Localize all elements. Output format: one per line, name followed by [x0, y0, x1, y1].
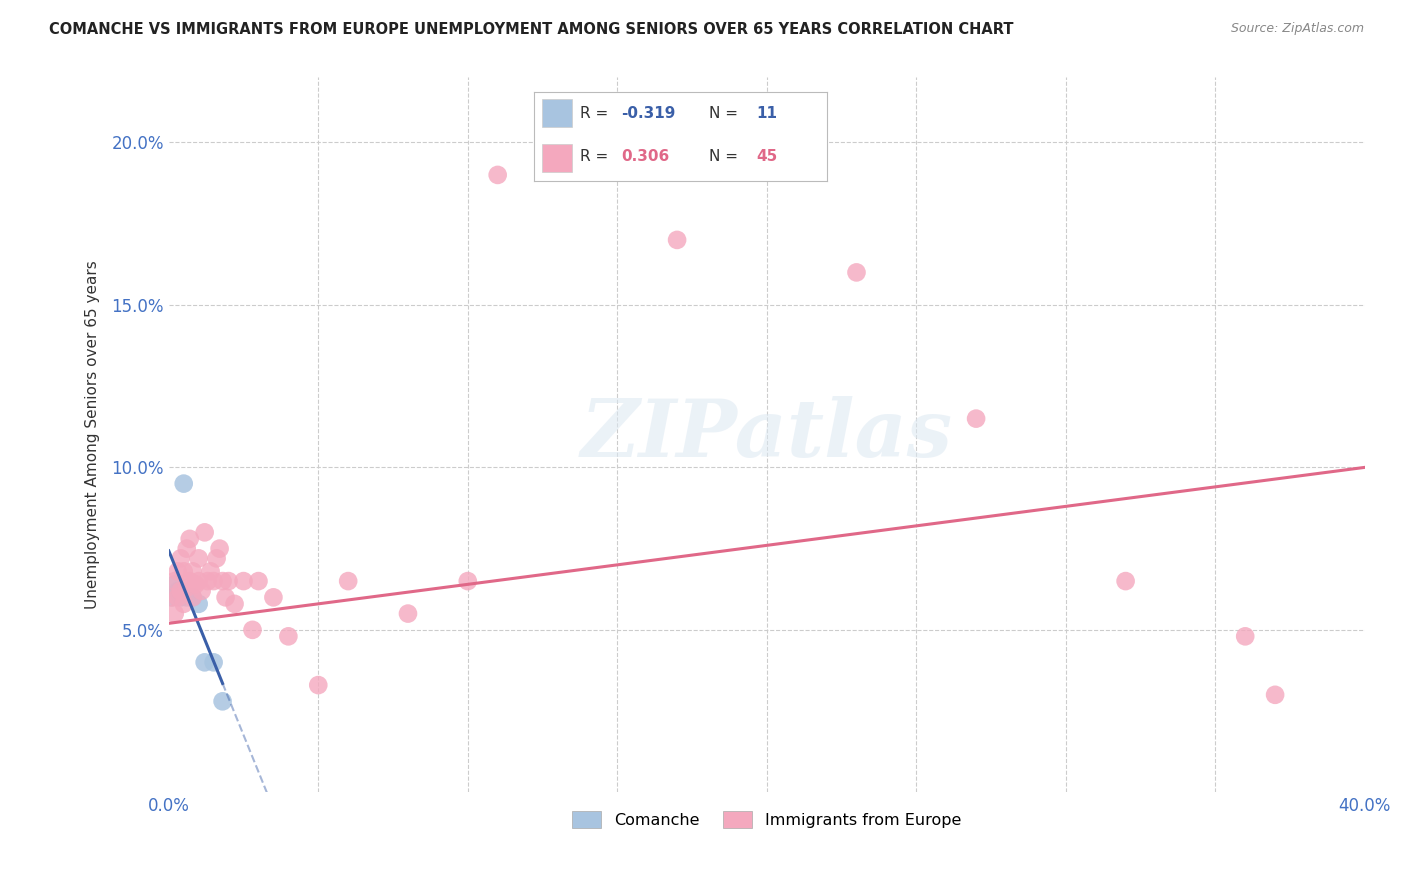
Point	[845, 265, 868, 279]
Point	[163, 607, 186, 621]
Legend: Comanche, Immigrants from Europe: Comanche, Immigrants from Europe	[567, 805, 967, 834]
Point	[176, 591, 198, 605]
Point	[194, 525, 217, 540]
Point	[214, 591, 236, 605]
Point	[190, 583, 212, 598]
Point	[1264, 688, 1286, 702]
Point	[262, 591, 284, 605]
Point	[486, 168, 509, 182]
Point	[179, 574, 201, 588]
Point	[197, 574, 219, 588]
Point	[205, 551, 228, 566]
Point	[194, 656, 217, 670]
Point	[187, 551, 209, 566]
Text: ZIPatlas: ZIPatlas	[581, 396, 953, 474]
Point	[181, 565, 204, 579]
Point	[166, 565, 188, 579]
Point	[224, 597, 246, 611]
Point	[187, 574, 209, 588]
Point	[1234, 629, 1257, 643]
Point	[247, 574, 270, 588]
Point	[173, 597, 195, 611]
Point	[166, 591, 188, 605]
Point	[184, 577, 207, 591]
Point	[187, 597, 209, 611]
Point	[208, 541, 231, 556]
Point	[200, 565, 222, 579]
Point	[181, 591, 204, 605]
Point	[307, 678, 329, 692]
Point	[179, 532, 201, 546]
Point	[160, 591, 183, 605]
Point	[163, 574, 186, 588]
Point	[666, 233, 689, 247]
Point	[337, 574, 360, 588]
Point	[457, 574, 479, 588]
Point	[173, 565, 195, 579]
Point	[965, 411, 987, 425]
Point	[202, 574, 225, 588]
Point	[176, 541, 198, 556]
Text: Source: ZipAtlas.com: Source: ZipAtlas.com	[1230, 22, 1364, 36]
Point	[1115, 574, 1137, 588]
Point	[181, 591, 204, 605]
Point	[170, 591, 193, 605]
Point	[170, 551, 193, 566]
Point	[176, 581, 198, 595]
Point	[232, 574, 254, 588]
Point	[160, 591, 183, 605]
Point	[163, 577, 186, 591]
Text: COMANCHE VS IMMIGRANTS FROM EUROPE UNEMPLOYMENT AMONG SENIORS OVER 65 YEARS CORR: COMANCHE VS IMMIGRANTS FROM EUROPE UNEMP…	[49, 22, 1014, 37]
Point	[396, 607, 419, 621]
Point	[218, 574, 240, 588]
Point	[202, 656, 225, 670]
Point	[242, 623, 264, 637]
Point	[166, 583, 188, 598]
Point	[211, 694, 233, 708]
Point	[170, 583, 193, 598]
Point	[211, 574, 233, 588]
Point	[277, 629, 299, 643]
Y-axis label: Unemployment Among Seniors over 65 years: Unemployment Among Seniors over 65 years	[86, 260, 100, 609]
Point	[173, 476, 195, 491]
